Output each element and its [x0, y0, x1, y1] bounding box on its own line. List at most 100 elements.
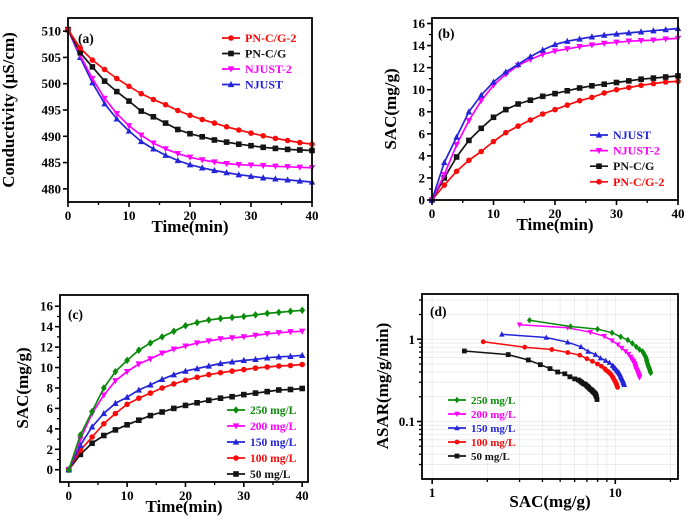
- svg-text:NJUST-2: NJUST-2: [613, 144, 660, 158]
- chart-sac-vs-time-materials: 0 10 20 30 40 0 2 4 6 8 10 12 14 16 (b) Time(min) SAC(mg…: [381, 16, 685, 234]
- svg-text:150 mg/L: 150 mg/L: [471, 423, 515, 435]
- panel-letter: (c): [68, 307, 83, 322]
- chart-conductivity-vs-time: 0 10 20 30 40 480 485 490 495 500 505 510 (a) Time(mi…: [0, 17, 319, 236]
- svg-text:500: 500: [42, 76, 62, 91]
- series-PN-C/G: [429, 73, 681, 203]
- svg-text:16: 16: [40, 299, 54, 314]
- panel-b: 0 10 20 30 40 0 2 4 6 8 10 12 14 16 (b) Time(min) SAC(mg…: [350, 0, 700, 262]
- panel-letter: (a): [78, 31, 94, 46]
- series-50 mg/L: [66, 385, 305, 473]
- svg-text:30: 30: [610, 206, 623, 221]
- svg-text:14: 14: [412, 38, 426, 53]
- svg-text:10: 10: [487, 206, 500, 221]
- svg-text:40: 40: [296, 488, 309, 503]
- series-NJUST: [428, 25, 682, 203]
- svg-text:250 mg/L: 250 mg/L: [250, 405, 297, 417]
- panel-letter: (d): [430, 304, 447, 319]
- series-100 mg/L: [66, 361, 306, 473]
- legend: 250 mg/L 200 mg/L 150 mg/L 100 mg/L 50 mg/L: [227, 405, 297, 481]
- svg-text:2: 2: [419, 170, 426, 185]
- svg-text:0: 0: [429, 206, 436, 221]
- svg-text:100 mg/L: 100 mg/L: [471, 437, 515, 449]
- svg-text:4: 4: [419, 148, 426, 163]
- gridlines: [422, 294, 678, 479]
- panel-c: 0 10 20 30 40 0 2 4 6 8 10 12 14 16 (c) Time(min) SAC(mg…: [0, 262, 350, 524]
- svg-text:0: 0: [419, 193, 426, 208]
- svg-text:490: 490: [42, 129, 62, 144]
- legend: NJUST NJUST-2PN-C/G PN-C/G-2: [590, 128, 664, 189]
- y-axis-title: Conductivity (μS/cm): [0, 32, 18, 188]
- x-axis-title: SAC(mg/g): [509, 492, 590, 511]
- panel-a: 0 10 20 30 40 480 485 490 495 500 505 510 (a) Time(mi…: [0, 0, 350, 262]
- panel-letter: (b): [438, 26, 455, 41]
- svg-text:12: 12: [40, 340, 53, 355]
- chart-sac-vs-time-concentrations: 0 10 20 30 40 0 2 4 6 8 10 12 14 16 (c) Time(min) SAC(mg…: [13, 294, 309, 516]
- svg-text:1: 1: [429, 485, 436, 500]
- axes: 0 10 20 30 40 0 2 4 6 8 10 12 14 16: [412, 16, 685, 221]
- axes: 1 10 0.1 1: [399, 293, 679, 500]
- svg-text:20: 20: [184, 208, 197, 223]
- svg-text:20: 20: [179, 488, 192, 503]
- series-150 mg/L: [499, 331, 628, 387]
- svg-text:0: 0: [65, 208, 72, 223]
- series-200 mg/L: [516, 322, 643, 381]
- svg-text:PN-C/G: PN-C/G: [245, 47, 286, 61]
- svg-text:10: 10: [412, 82, 425, 97]
- svg-text:50 mg/L: 50 mg/L: [471, 451, 510, 463]
- svg-text:495: 495: [42, 103, 62, 118]
- y-axis-title: SAC(mg/g): [13, 347, 32, 428]
- y-axis-title: ASAR(mg/g/min): [373, 323, 392, 450]
- svg-text:200 mg/L: 200 mg/L: [471, 409, 515, 421]
- svg-text:40: 40: [672, 206, 685, 221]
- svg-text:100 mg/L: 100 mg/L: [250, 453, 297, 465]
- series-PN-C/G-2: [429, 78, 681, 203]
- x-axis-title: Time(min): [145, 497, 222, 516]
- svg-text:10: 10: [123, 208, 136, 223]
- series-PN-C/G-2: [65, 26, 315, 147]
- series-200 mg/L: [65, 328, 306, 474]
- svg-text:PN-C/G: PN-C/G: [613, 159, 654, 173]
- svg-text:30: 30: [245, 208, 258, 223]
- svg-text:2: 2: [47, 442, 54, 457]
- svg-text:6: 6: [47, 401, 54, 416]
- series-NJUST: [64, 26, 316, 185]
- svg-text:20: 20: [549, 206, 562, 221]
- svg-text:200 mg/L: 200 mg/L: [250, 421, 297, 433]
- axes: 0 10 20 30 40 480 485 490 495 500 505 510: [42, 17, 319, 223]
- svg-text:PN-C/G-2: PN-C/G-2: [245, 31, 296, 45]
- series-100 mg/L: [480, 339, 620, 390]
- svg-text:505: 505: [42, 50, 62, 65]
- svg-text:PN-C/G-2: PN-C/G-2: [613, 175, 664, 189]
- svg-text:510: 510: [42, 24, 62, 39]
- svg-text:40: 40: [306, 208, 319, 223]
- panel-d: 1 10 0.1 1 (d) SAC(mg/g) ASAR(mg/g/min) 250 mg/…: [350, 262, 700, 524]
- svg-text:1: 1: [409, 332, 416, 347]
- svg-text:4: 4: [47, 421, 54, 436]
- svg-text:16: 16: [412, 16, 426, 31]
- svg-text:8: 8: [419, 104, 426, 119]
- svg-text:14: 14: [40, 319, 54, 334]
- x-axis-title: Time(min): [151, 217, 228, 236]
- svg-text:485: 485: [42, 155, 62, 170]
- svg-text:NJUST: NJUST: [245, 78, 283, 92]
- svg-text:150 mg/L: 150 mg/L: [250, 437, 297, 449]
- y-axis-title: SAC(mg/g): [381, 68, 400, 149]
- svg-text:NJUST-2: NJUST-2: [245, 62, 292, 76]
- svg-text:8: 8: [47, 380, 54, 395]
- svg-text:30: 30: [237, 488, 250, 503]
- svg-text:NJUST: NJUST: [613, 128, 651, 142]
- axes: 0 10 20 30 40 0 2 4 6 8 10 12 14 16: [40, 294, 309, 503]
- svg-text:10: 10: [40, 360, 53, 375]
- svg-text:12: 12: [412, 60, 425, 75]
- svg-text:10: 10: [121, 488, 134, 503]
- svg-text:250 mg/L: 250 mg/L: [471, 395, 515, 407]
- svg-text:0.1: 0.1: [399, 414, 415, 429]
- chart-asar-vs-sac: 1 10 0.1 1 (d) SAC(mg/g) ASAR(mg/g/min) 250 mg/…: [373, 293, 679, 511]
- svg-text:0: 0: [47, 462, 54, 477]
- svg-text:50 mg/L: 50 mg/L: [250, 469, 291, 481]
- legend: 250 mg/L 200 mg/L 150 mg/L 100 mg/L 50 mg/L: [448, 395, 515, 463]
- series-250 mg/L: [526, 317, 654, 377]
- svg-text:10: 10: [609, 485, 622, 500]
